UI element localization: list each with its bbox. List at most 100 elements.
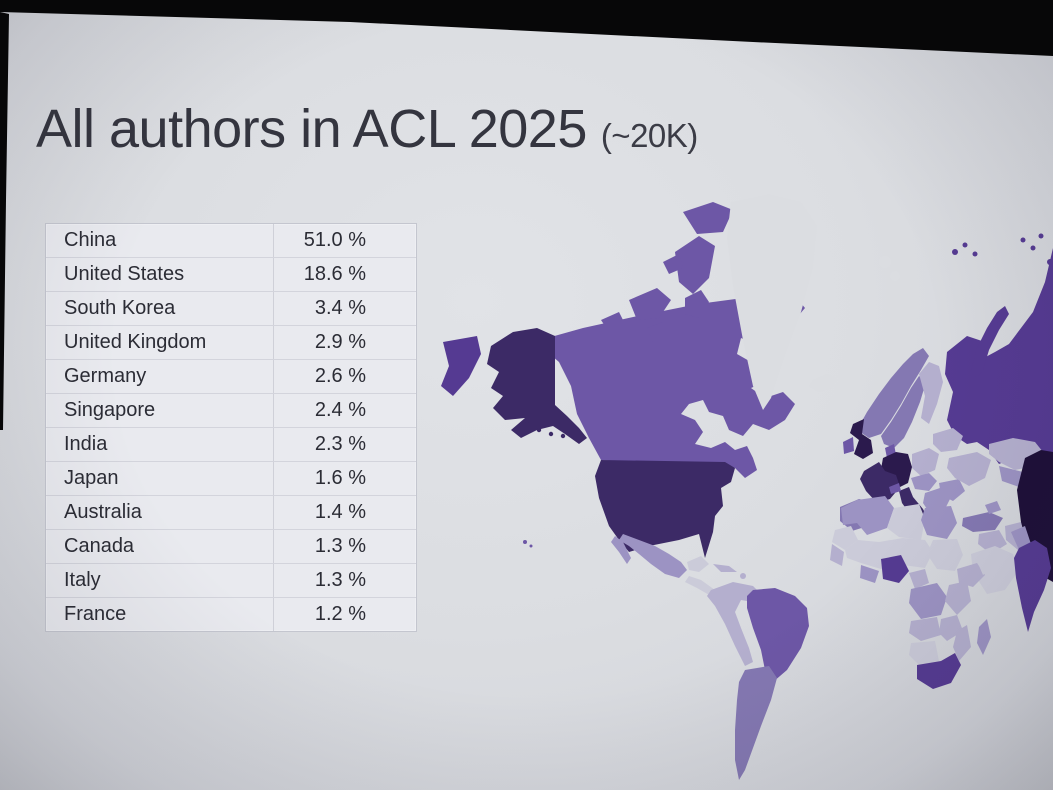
country-sweden bbox=[881, 376, 926, 448]
country-nigeria bbox=[881, 555, 909, 583]
region-kenya-tanzania bbox=[945, 581, 971, 615]
island-aleutian bbox=[548, 431, 554, 437]
table-row: Australia 1.4 % bbox=[46, 495, 416, 529]
table-row: France 1.2 % bbox=[46, 597, 416, 631]
table-row: Germany 2.6 % bbox=[46, 359, 416, 393]
island-svalbard bbox=[962, 242, 968, 248]
region-baja bbox=[611, 536, 631, 564]
region-central-asia bbox=[999, 466, 1023, 487]
choropleth-world-map bbox=[441, 194, 1053, 780]
table-row: South Korea 3.4 % bbox=[46, 291, 416, 325]
island-banks bbox=[601, 312, 625, 332]
country-share: 1.2 % bbox=[273, 598, 416, 631]
country-madagascar bbox=[977, 619, 991, 655]
region-namibia-botswana bbox=[909, 641, 939, 665]
country-mexico bbox=[619, 534, 687, 578]
island-severnaya bbox=[1047, 259, 1053, 265]
island-hawaii bbox=[529, 544, 533, 548]
country-angola bbox=[909, 617, 941, 641]
island-svalbard bbox=[972, 251, 978, 257]
region-sahel bbox=[845, 538, 933, 569]
country-finland bbox=[919, 362, 943, 424]
country-name: Canada bbox=[64, 535, 135, 557]
island-franz-josef bbox=[1030, 245, 1036, 251]
country-name: United Kingdom bbox=[64, 331, 207, 353]
table-row: Canada 1.3 % bbox=[46, 529, 416, 563]
country-name: Japan bbox=[64, 467, 119, 489]
region-czech-austria bbox=[911, 473, 937, 491]
country-cuba bbox=[713, 564, 737, 572]
island-southampton bbox=[647, 322, 669, 342]
island-hispaniola bbox=[740, 573, 746, 579]
country-name: China bbox=[64, 229, 117, 251]
table-row: Japan 1.6 % bbox=[46, 461, 416, 495]
region-ghana-ivory-coast bbox=[860, 565, 879, 583]
island-outline-arctic bbox=[879, 256, 891, 268]
island-aleutian bbox=[524, 421, 530, 427]
country-ireland bbox=[843, 437, 854, 454]
country-share: 51.0 % bbox=[273, 224, 416, 257]
country-share: 1.3 % bbox=[273, 530, 416, 563]
country-share: 3.4 % bbox=[273, 292, 416, 325]
country-dr-congo bbox=[909, 583, 947, 619]
region-baltics-belarus bbox=[933, 428, 963, 452]
country-name: Singapore bbox=[64, 399, 156, 421]
country-russia bbox=[945, 248, 1053, 468]
country-canada bbox=[533, 296, 805, 478]
island-victoria bbox=[629, 288, 671, 320]
country-switzerland bbox=[889, 483, 901, 494]
island-baffin-south bbox=[685, 290, 709, 318]
island-baffin-north bbox=[675, 236, 715, 294]
country-share: 2.6 % bbox=[273, 360, 416, 393]
country-sudan bbox=[927, 539, 963, 571]
country-cameroon bbox=[909, 569, 929, 589]
table-row: United States 18.6 % bbox=[46, 257, 416, 291]
country-france bbox=[860, 462, 900, 503]
slide-title: All authors in ACL 2025 (~20K) bbox=[36, 98, 698, 160]
island-aleutian bbox=[560, 433, 566, 439]
island-hawaii bbox=[523, 540, 527, 544]
country-name: India bbox=[64, 433, 108, 455]
country-turkey bbox=[962, 512, 1003, 532]
country-united-states bbox=[595, 460, 735, 558]
region-andean-south-america bbox=[707, 582, 761, 666]
country-share: 18.6 % bbox=[273, 258, 416, 291]
region-caucasus bbox=[985, 501, 1001, 514]
region-west-sahara bbox=[832, 526, 858, 550]
country-share: 1.6 % bbox=[273, 462, 416, 495]
region-central-america bbox=[685, 576, 715, 596]
country-share: 2.4 % bbox=[273, 394, 416, 427]
country-somalia bbox=[977, 553, 999, 575]
country-ethiopia bbox=[957, 563, 985, 587]
island-franz-josef bbox=[1038, 233, 1044, 239]
region-syria-iraq bbox=[978, 530, 1007, 554]
country-name: South Korea bbox=[64, 297, 176, 319]
country-norway bbox=[857, 348, 929, 438]
region-arabia bbox=[971, 546, 1019, 594]
island-aleutian bbox=[536, 427, 542, 433]
island-novaya-zemlya bbox=[971, 306, 1009, 378]
country-name: France bbox=[64, 603, 127, 625]
island-franz-josef bbox=[1020, 237, 1026, 243]
island-devon bbox=[663, 254, 683, 274]
country-pakistan bbox=[1011, 526, 1031, 550]
island-outline-arctic bbox=[890, 271, 900, 281]
table-row: China 51.0 % bbox=[46, 224, 416, 257]
country-egypt bbox=[921, 506, 957, 539]
country-greenland bbox=[727, 194, 817, 410]
country-united-kingdom bbox=[850, 419, 873, 459]
country-name: Australia bbox=[64, 501, 142, 523]
region-alaska bbox=[487, 328, 587, 444]
slide-title-suffix: (~20K) bbox=[600, 117, 698, 154]
country-name: United States bbox=[64, 263, 185, 285]
country-romania bbox=[939, 479, 965, 501]
country-iceland bbox=[809, 374, 837, 392]
island-ellesmere bbox=[683, 202, 733, 234]
country-share: 1.3 % bbox=[273, 564, 416, 597]
table-row: Singapore 2.4 % bbox=[46, 393, 416, 427]
island-svalbard bbox=[952, 249, 958, 255]
region-yucatan bbox=[687, 556, 709, 572]
region-senegal-guinea bbox=[830, 544, 844, 566]
country-south-africa bbox=[917, 653, 961, 689]
